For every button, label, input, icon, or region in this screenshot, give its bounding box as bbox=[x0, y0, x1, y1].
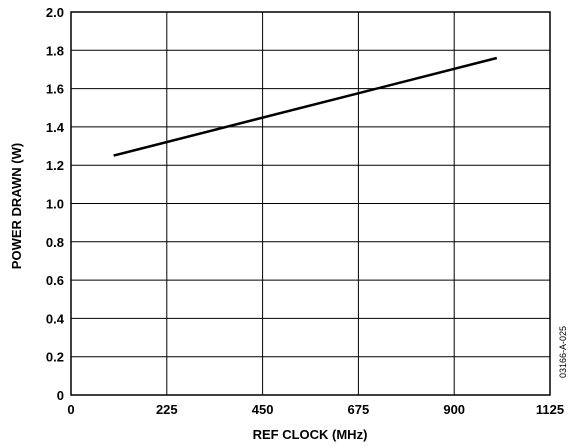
y-tick-label: 1.8 bbox=[46, 43, 64, 58]
x-tick-labels: 0 225 450 675 900 1125 bbox=[67, 402, 564, 417]
y-tick-labels: 0 0.2 0.4 0.6 0.8 1.0 1.2 1.4 1.6 1.8 2.0 bbox=[46, 5, 65, 403]
x-tick-label: 1125 bbox=[536, 402, 564, 417]
plot-border bbox=[70, 11, 551, 396]
x-tick-label: 450 bbox=[252, 402, 274, 417]
y-tick-label: 1.4 bbox=[46, 120, 65, 135]
y-tick-label: 0 bbox=[57, 388, 64, 403]
plot-frame bbox=[70, 11, 551, 396]
x-tick-label: 900 bbox=[443, 402, 465, 417]
y-tick-label: 1.2 bbox=[46, 158, 64, 173]
figure-id: 03166-A-025 bbox=[558, 326, 568, 378]
grid bbox=[71, 12, 550, 395]
x-axis-title: REF CLOCK (MHz) bbox=[253, 427, 368, 442]
x-tick-label: 0 bbox=[67, 402, 74, 417]
series-layer bbox=[113, 56, 498, 157]
y-tick-label: 0.6 bbox=[46, 273, 64, 288]
y-tick-label: 1.0 bbox=[46, 197, 64, 212]
series-line-0 bbox=[113, 56, 498, 157]
x-tick-label: 225 bbox=[156, 402, 178, 417]
y-tick-label: 0.8 bbox=[46, 235, 64, 250]
y-axis-title: POWER DRAWN (W) bbox=[9, 143, 24, 269]
y-tick-label: 0.4 bbox=[46, 311, 65, 326]
x-tick-label: 675 bbox=[348, 402, 370, 417]
y-tick-label: 2.0 bbox=[46, 5, 64, 20]
y-tick-label: 1.6 bbox=[46, 82, 64, 97]
y-tick-label: 0.2 bbox=[46, 350, 64, 365]
